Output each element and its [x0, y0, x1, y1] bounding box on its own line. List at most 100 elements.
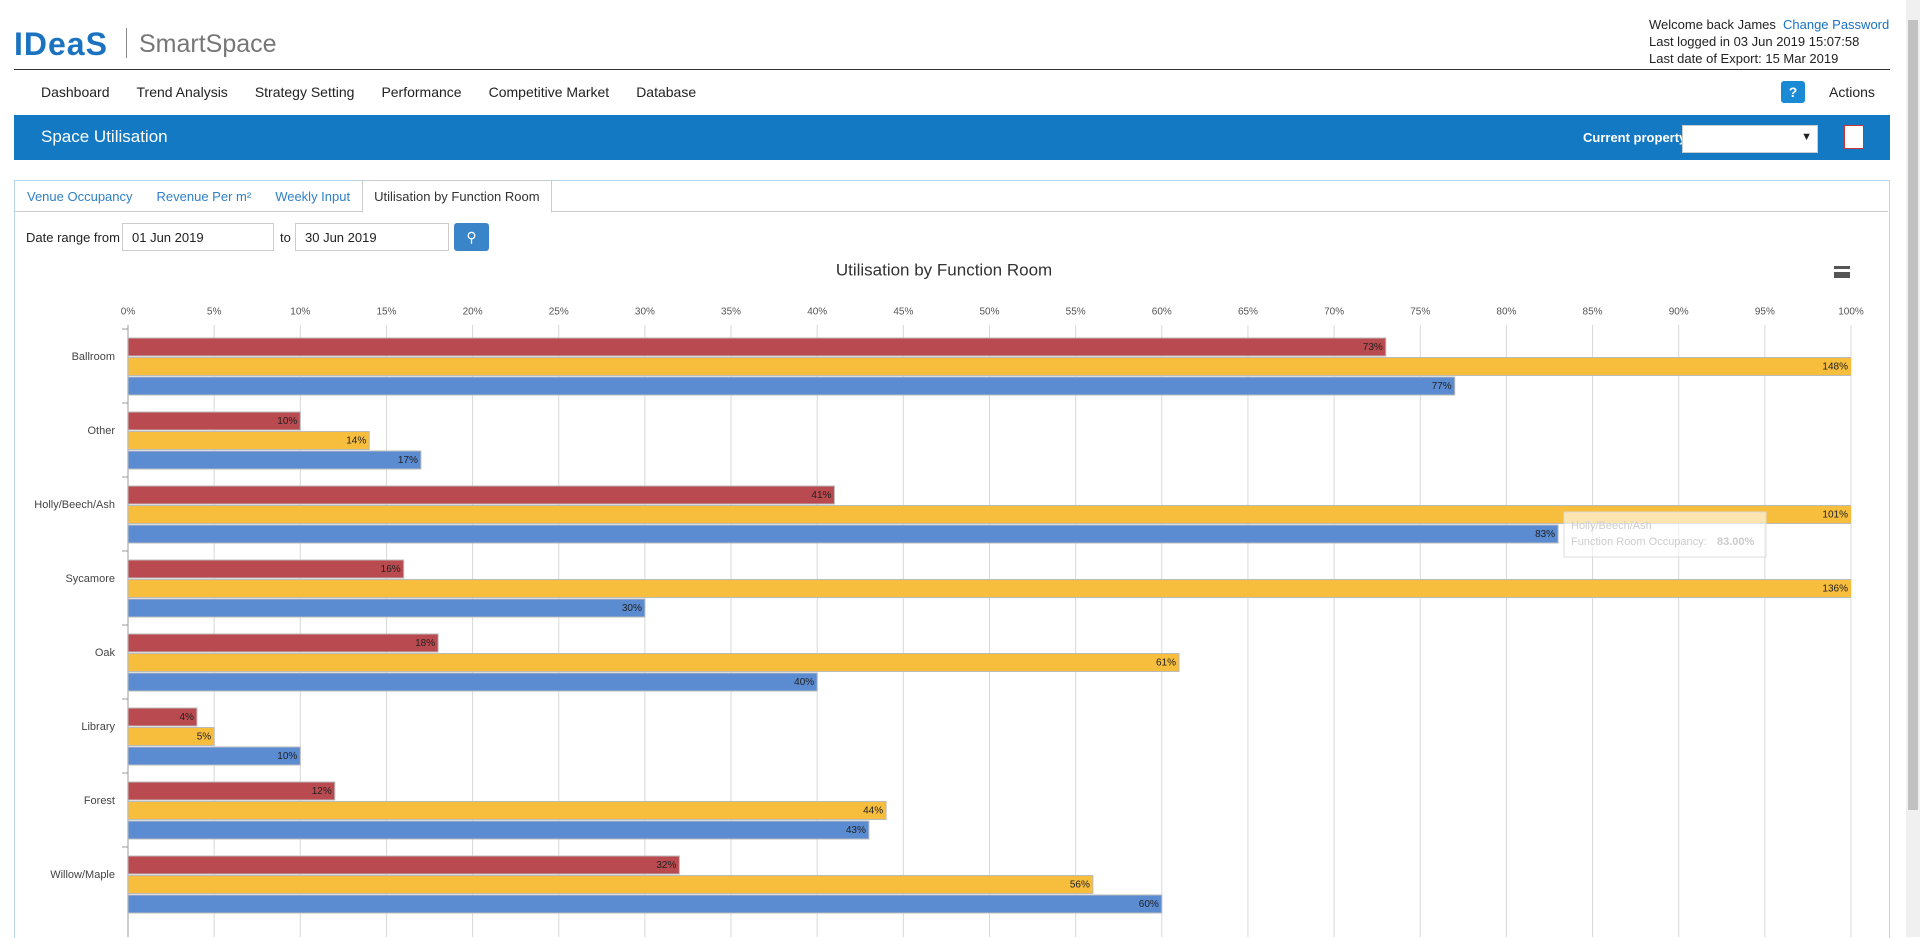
value-label: 32% [656, 860, 676, 871]
value-label: 17% [398, 455, 418, 466]
nav-item[interactable]: Database [636, 84, 697, 100]
tab[interactable]: Venue Occupancy [27, 189, 133, 204]
x-tick-label: 0% [121, 307, 136, 318]
bar [128, 801, 887, 820]
bar [128, 746, 301, 766]
x-tick-label: 75% [1410, 307, 1430, 318]
value-label: 44% [863, 806, 883, 817]
bar [128, 337, 1387, 357]
nav-item[interactable]: Performance [381, 84, 462, 100]
bar [128, 376, 1456, 396]
bar [128, 855, 680, 875]
bar [128, 357, 1851, 376]
header-rule [14, 69, 1890, 70]
bar [128, 598, 646, 618]
panel [14, 180, 1890, 938]
y-tick-label: Forest [84, 795, 115, 807]
x-tick-label: 50% [979, 307, 999, 318]
y-tick-label: Other [87, 425, 115, 437]
bar [128, 505, 1851, 524]
tooltip-title: Holly/Beech/Ash [1571, 520, 1652, 532]
value-label: 83% [1535, 529, 1555, 540]
y-tick-label: Oak [95, 647, 116, 659]
tooltip [1563, 511, 1767, 558]
y-tick-label: Ballroom [72, 351, 115, 363]
x-tick-label: 100% [1838, 307, 1864, 318]
value-label: 77% [1432, 381, 1452, 392]
value-label: 43% [846, 825, 866, 836]
nav-item[interactable]: Strategy Setting [254, 84, 355, 100]
bar [128, 781, 336, 801]
x-tick-label: 70% [1324, 307, 1344, 318]
last-logged: Last logged in 03 Jun 2019 15:07:58 [1649, 34, 1860, 49]
bar [128, 820, 870, 840]
bar [128, 485, 835, 505]
property-label: Current property [1583, 130, 1687, 145]
nav-item[interactable]: Dashboard [41, 84, 110, 100]
y-tick-label: Holly/Beech/Ash [34, 499, 115, 511]
last-export: Last date of Export: 15 Mar 2019 [1649, 51, 1839, 66]
x-tick-label: 25% [549, 307, 569, 318]
bar [128, 707, 198, 727]
help-button[interactable]: ? [1781, 81, 1805, 103]
bar [128, 579, 1851, 598]
bar [128, 450, 422, 470]
value-label: 40% [794, 677, 814, 688]
y-tick-label: Willow/Maple [50, 869, 115, 881]
to-date[interactable]: 30 Jun 2019 [295, 223, 449, 251]
bar [128, 727, 215, 746]
x-tick-label: 90% [1669, 307, 1689, 318]
chart-title: Utilisation by Function Room [836, 260, 1052, 279]
pdf-icon[interactable] [1844, 125, 1864, 149]
value-label: 16% [381, 564, 401, 575]
nav: Dashboard Trend Analysis Strategy Setting P… [41, 84, 696, 100]
chart: Utilisation by Function Room 0% 5% 10% 15% 2… [34, 260, 1864, 937]
value-label: 148% [1822, 362, 1848, 373]
chart-menu[interactable] [1834, 266, 1850, 278]
tabs: Venue Occupancy Revenue Per m² Weekly Inpu… [15, 180, 552, 213]
search-button[interactable]: ⚲ [454, 223, 489, 251]
tab[interactable]: Weekly Input [275, 189, 351, 204]
x-tick-label: 5% [207, 307, 222, 318]
property-select[interactable]: ▼ [1682, 125, 1818, 153]
x-tick-label: 80% [1496, 307, 1516, 318]
scrollbar [1906, 0, 1920, 937]
x-tick-label: 55% [1066, 307, 1086, 318]
x-tick-label: 30% [635, 307, 655, 318]
value-label: 101% [1822, 510, 1848, 521]
y-tick-label: Sycamore [65, 573, 115, 585]
value-label: 4% [179, 712, 194, 723]
y-tick-label: Library [81, 721, 115, 733]
value-label: 56% [1070, 880, 1090, 891]
nav-item[interactable]: Competitive Market [488, 84, 610, 100]
welcome: Welcome back James [1649, 17, 1776, 32]
x-tick-label: 10% [290, 307, 310, 318]
tab[interactable]: Revenue Per m² [156, 189, 252, 204]
tab[interactable]: Utilisation by Function Room [362, 180, 552, 213]
value-label: 61% [1156, 658, 1176, 669]
divider [126, 28, 127, 58]
x-tick-label: 35% [721, 307, 741, 318]
bar [128, 875, 1094, 894]
banner-title: Space Utilisation [41, 127, 168, 146]
value-label: 73% [1363, 342, 1383, 353]
value-label: 10% [277, 416, 297, 427]
actions[interactable]: Actions [1829, 84, 1875, 100]
x-tick-label: 60% [1152, 307, 1172, 318]
bar [128, 431, 370, 450]
x-tick-label: 40% [807, 307, 827, 318]
bar [128, 559, 405, 579]
to-label: to [280, 230, 291, 245]
value-label: 14% [346, 436, 366, 447]
change-password[interactable]: Change Password [1783, 17, 1890, 32]
x-tick-label: 95% [1755, 307, 1775, 318]
bar [128, 411, 301, 431]
value-label: 41% [811, 490, 831, 501]
bar [128, 653, 1180, 672]
from-date[interactable]: 01 Jun 2019 [122, 223, 274, 251]
nav-item[interactable]: Trend Analysis [136, 84, 228, 100]
bar [128, 672, 818, 692]
product: SmartSpace [139, 30, 277, 58]
x-tick-label: 20% [463, 307, 483, 318]
